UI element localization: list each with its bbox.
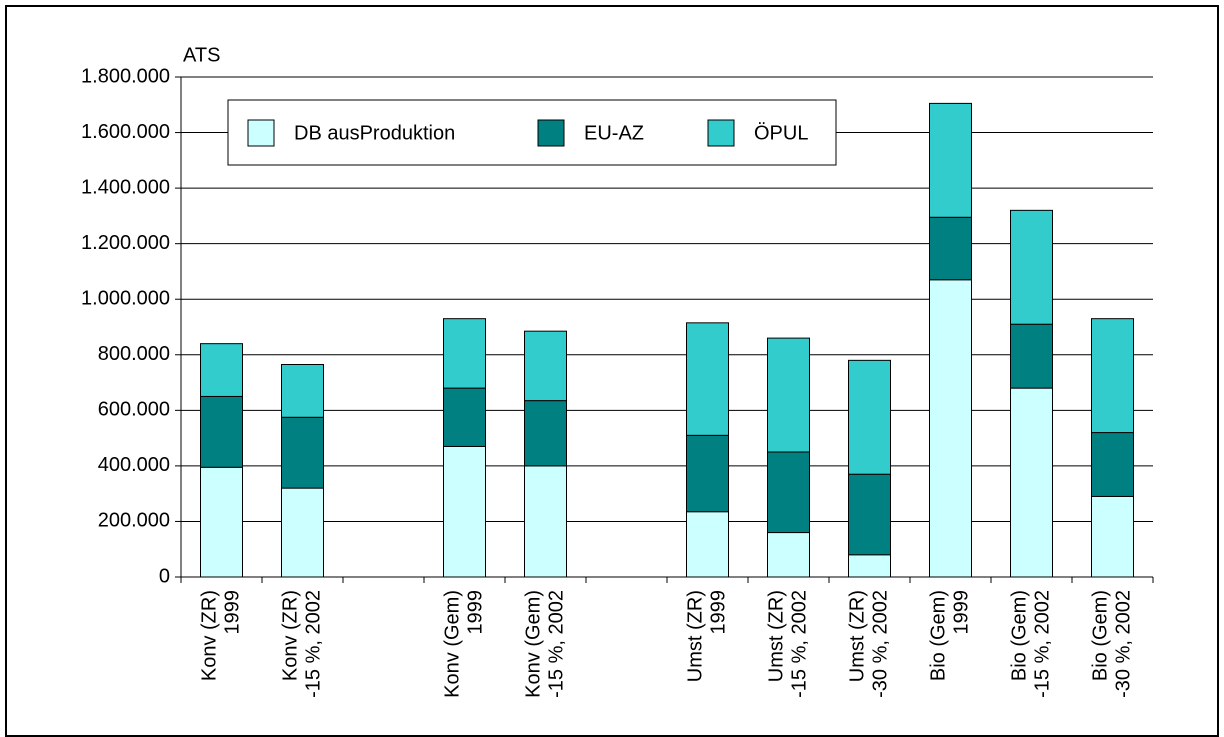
y-tick-label: 1.400.000 [81,176,170,198]
y-tick-label: 1.000.000 [81,288,170,310]
x-tick-label: Bio (Gem) [927,590,949,681]
y-tick-label: 400.000 [98,454,170,476]
bar-segment [200,343,243,397]
legend: DB ausProduktion EU-AZ ÖPUL [227,99,837,166]
y-tick-label: 600.000 [98,399,170,421]
bar-segment [443,445,486,578]
bar-segment [524,465,567,578]
bar-segment [1010,323,1053,389]
y-tick-label: 0 [159,565,170,587]
legend-box [227,99,837,166]
bar-segment [929,216,972,281]
x-tick-label: Umst (ZR) [846,590,868,682]
x-tick-label: Konv (Gem) [441,590,463,698]
x-tick-label: Umst (ZR) [765,590,787,682]
y-tick-label: 1.800.000 [81,65,170,87]
x-tick-label: Bio (Gem) [1089,590,1111,681]
y-tick-label: 1.200.000 [81,232,170,254]
bar-segment [686,322,729,436]
y-tick-label: 200.000 [98,510,170,532]
x-tick-label: 1999 [707,590,729,635]
bar-segment [686,434,729,513]
x-tick-label: -15 %, 2002 [1031,590,1053,698]
bar-segment [1010,387,1053,578]
bar-segment [524,330,567,402]
bar-segment [1010,209,1053,325]
y-tick-label: 1.600.000 [81,121,170,143]
bar-segment [1091,495,1134,578]
bar-segment [929,102,972,218]
x-tick-label: Konv (Gem) [522,590,544,698]
bar-segment [929,279,972,578]
x-tick-label: 1999 [950,590,972,635]
x-tick-label: -30 %, 2002 [1112,590,1134,698]
bar-segment [767,337,810,453]
bar-segment [281,487,324,578]
y-axis-label: ATS [183,44,220,66]
bar-segment [200,466,243,578]
legend-swatch [537,119,565,147]
x-tick-label: Konv (ZR) [279,590,301,681]
legend-label: DB ausProduktion [294,122,455,144]
bar-segment [524,400,567,467]
x-tick-label: Konv (ZR) [198,590,220,681]
bar-segment [443,318,486,389]
x-tick-label: -15 %, 2002 [302,590,324,698]
bar-segment [1091,318,1134,434]
bar-segment [1091,432,1134,497]
bar-segment [281,364,324,418]
bar-segment [767,532,810,578]
bar-segment [848,554,891,578]
bar-segment [443,387,486,447]
bar-segment [767,451,810,534]
bar-segment [686,511,729,578]
x-tick-label: -15 %, 2002 [545,590,567,698]
legend-swatch [707,119,735,147]
x-tick-label: -15 %, 2002 [788,590,810,698]
legend-swatch [247,119,275,147]
bar-segment [281,416,324,489]
legend-label: EU-AZ [584,122,644,144]
bar-segment [848,359,891,475]
x-tick-label: -30 %, 2002 [869,590,891,698]
bar-segment [848,473,891,556]
x-tick-label: Umst (ZR) [684,590,706,682]
legend-label: ÖPUL [754,122,808,144]
x-tick-label: 1999 [221,590,243,635]
x-tick-label: 1999 [464,590,486,635]
x-tick-label: Bio (Gem) [1008,590,1030,681]
bar-segment [200,395,243,468]
y-tick-label: 800.000 [98,343,170,365]
